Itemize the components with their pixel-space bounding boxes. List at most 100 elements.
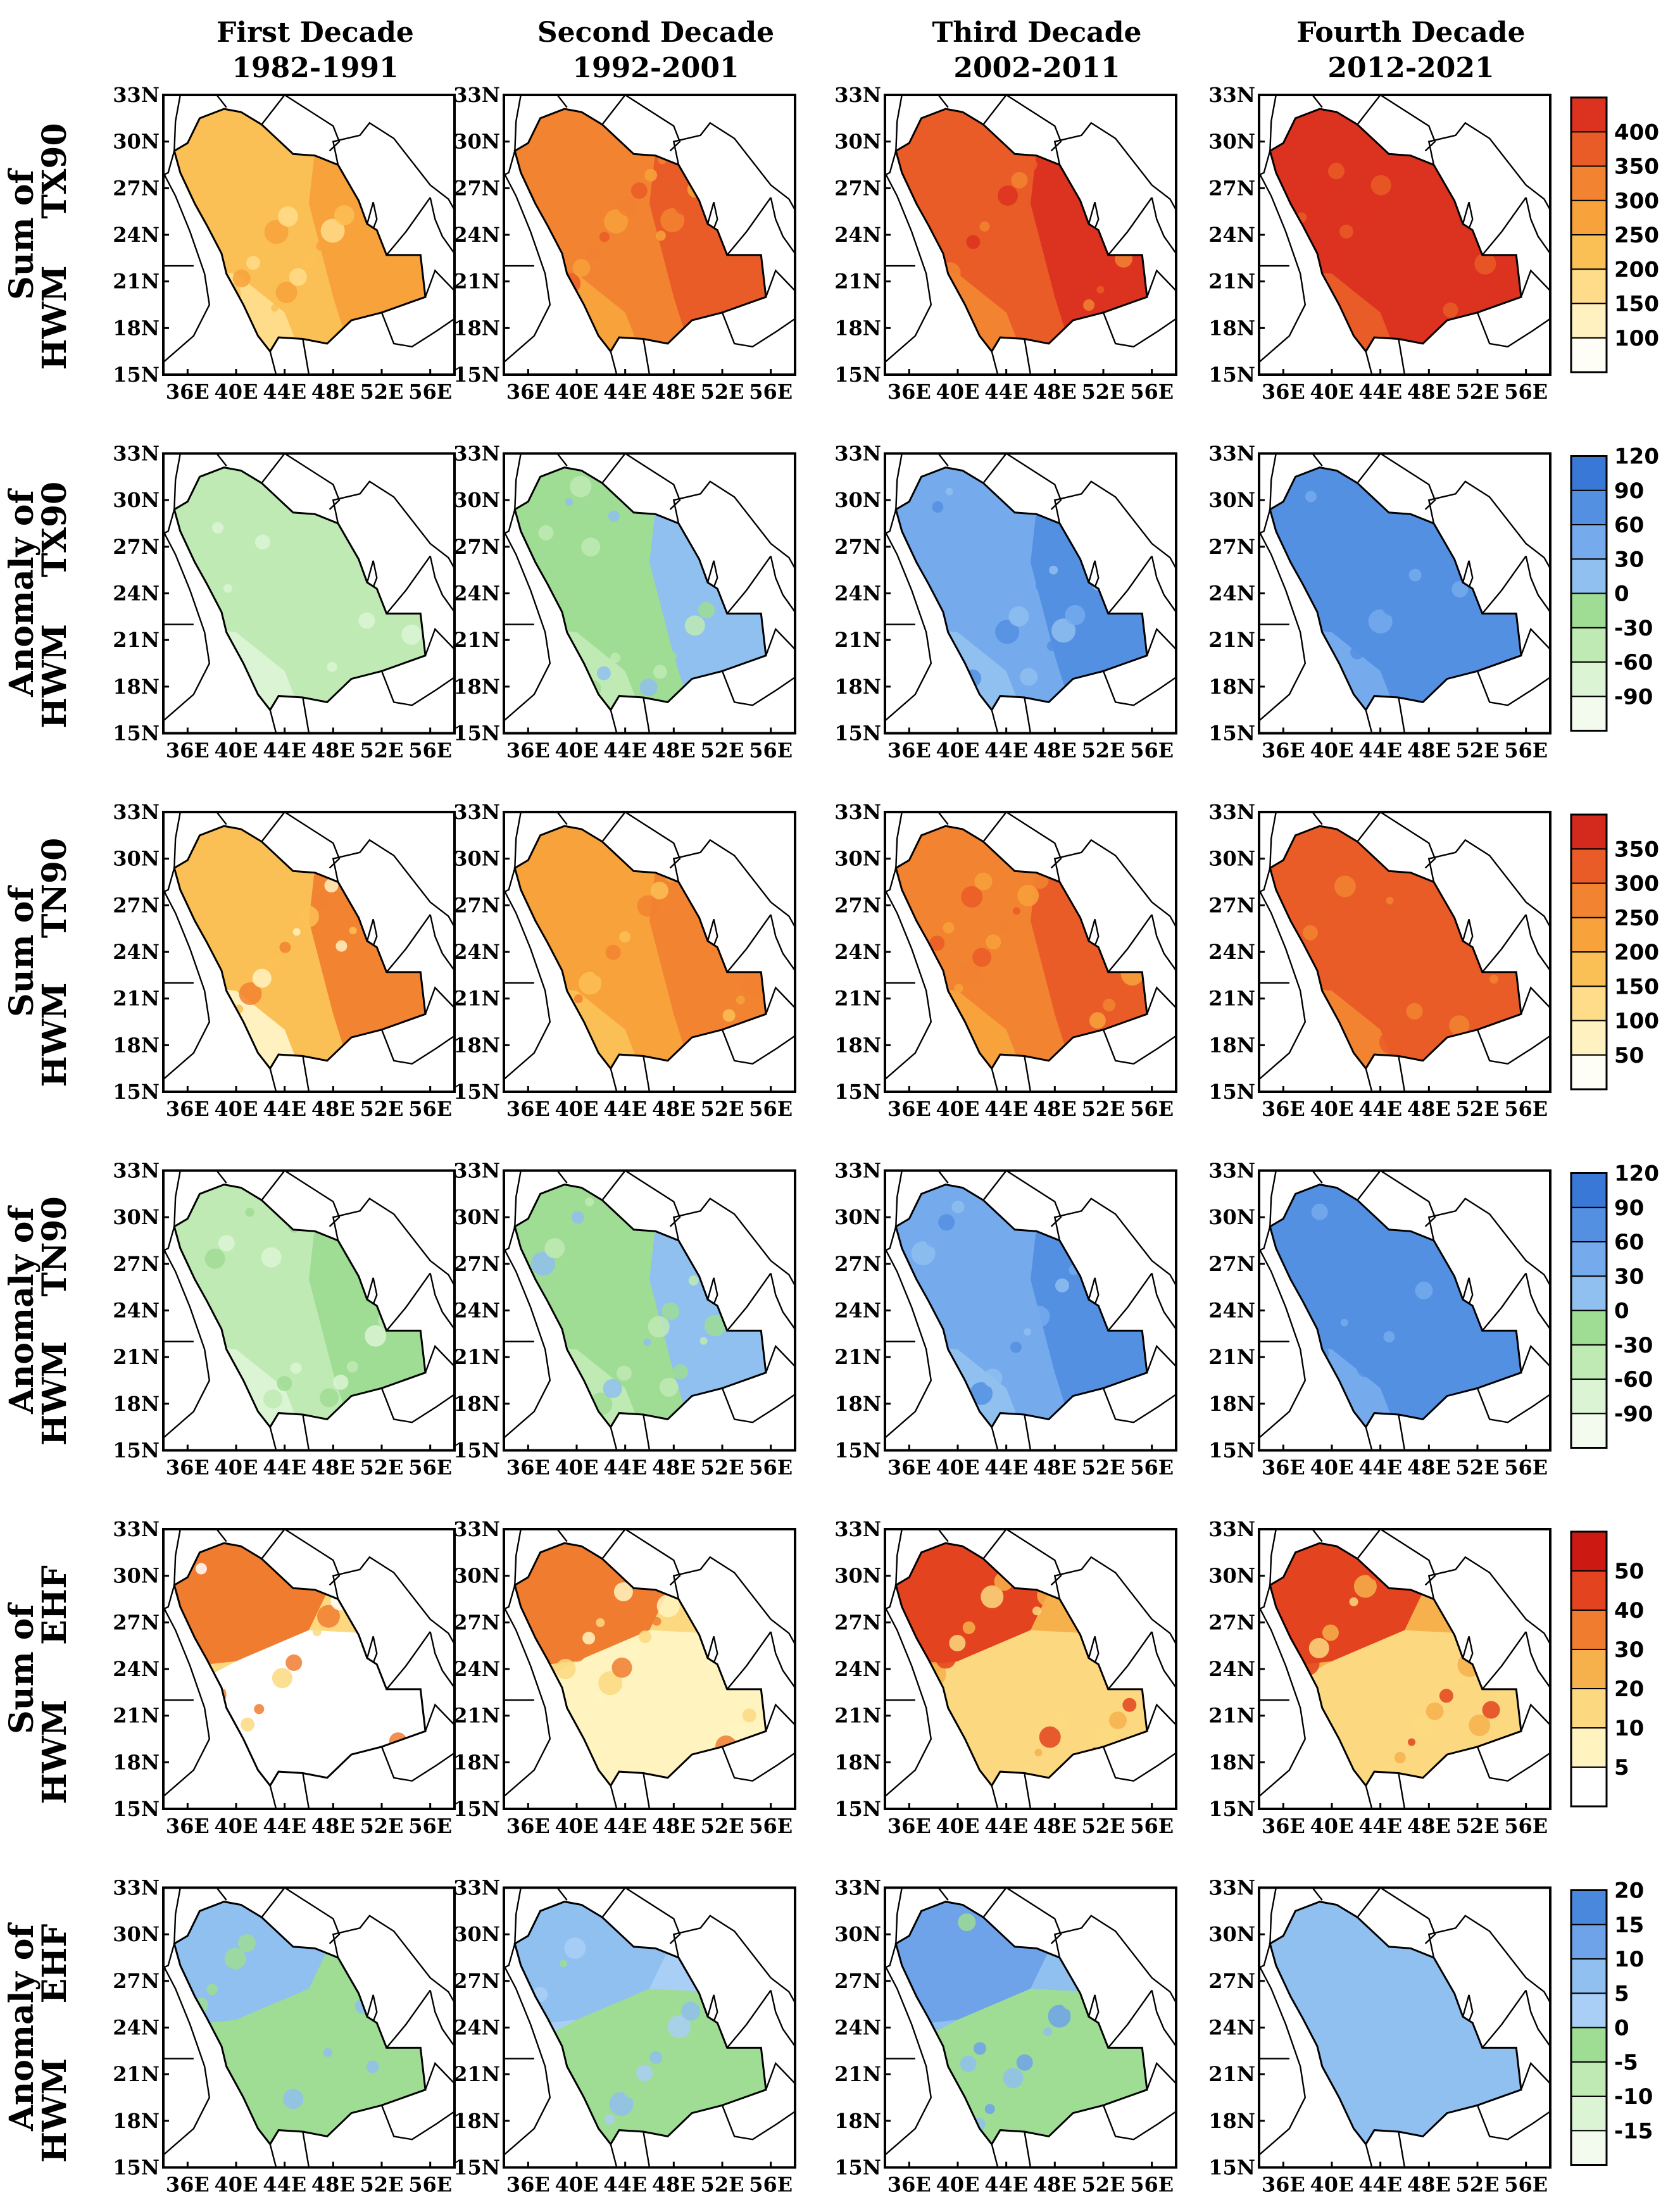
lon-tick-label: 44E	[263, 739, 306, 763]
field-patch	[577, 1923, 596, 1942]
lat-tick-label: 30N	[1208, 488, 1255, 512]
map-panel-r5-c4: 33N 30N 27N 24N 21N 18N 15N 36E 40E 44E 48E 52E 56E	[1208, 1517, 1551, 1838]
field-patch	[632, 917, 641, 925]
field-patch	[195, 1563, 207, 1575]
coast-line	[721, 1029, 795, 1065]
colorbar-segment	[1570, 1054, 1607, 1090]
lon-tick-label: 44E	[984, 1456, 1028, 1480]
field-patch	[551, 511, 563, 523]
coast-line	[380, 670, 454, 706]
field-patch	[1314, 176, 1335, 197]
coast-line	[366, 1994, 378, 2022]
saudi-border	[173, 1542, 427, 1787]
column-title: First Decade	[216, 16, 414, 49]
coast-line	[706, 1994, 718, 2022]
lon-tick-label: 36E	[506, 1814, 550, 1838]
coast-line	[424, 269, 454, 297]
row-label-hwm: HWM	[35, 265, 74, 370]
lat-tick-label: 33N	[113, 1159, 160, 1183]
lon-tick-label: 52E	[1082, 1097, 1125, 1121]
lon-tick-label: 52E	[360, 380, 404, 404]
field-patch	[1346, 2032, 1360, 2044]
coast-line	[1357, 812, 1436, 869]
coastlines	[1259, 812, 1550, 1092]
field-patch	[585, 1197, 594, 1206]
lat-tick-label: 18N	[113, 1750, 160, 1774]
coast-line	[601, 95, 681, 152]
saudi-border	[894, 108, 1148, 353]
lat-tick-label: 30N	[834, 1564, 881, 1588]
coast-line	[1146, 627, 1176, 656]
field-patch	[1365, 1996, 1388, 2019]
lat-tick-label: 15N	[834, 1439, 881, 1463]
coast-line	[1259, 1943, 1271, 1969]
colorbar-tick-label: 30	[1614, 547, 1644, 572]
lat-tick-label: 33N	[834, 800, 881, 824]
coast-line	[261, 1170, 341, 1227]
coast-line	[885, 1943, 897, 1969]
coast-line	[1107, 1631, 1153, 1690]
colorbar-segment	[1570, 1020, 1607, 1056]
coastlines	[1259, 95, 1550, 375]
field-patch	[303, 254, 317, 269]
lat-tick-label: 27N	[1208, 893, 1255, 917]
lon-tick-label: 40E	[936, 2173, 980, 2197]
colorbar-tick-label: 20	[1614, 1677, 1644, 1702]
column-years: 1992-2001	[572, 52, 739, 84]
lon-tick-label: 56E	[408, 2173, 452, 2197]
lat-tick-label: 33N	[1208, 1876, 1255, 1900]
lon-tick-label: 36E	[1262, 739, 1305, 763]
field-patch	[599, 232, 610, 242]
saudi-border	[513, 466, 767, 712]
colorbar-tick-label: -90	[1614, 1401, 1653, 1427]
row-label-index: EHF	[35, 1924, 74, 2004]
coast-line	[269, 1068, 277, 1092]
lat-tick-label: 21N	[113, 987, 160, 1011]
coast-line	[906, 1529, 949, 1542]
field-patch	[1415, 1281, 1433, 1299]
field-patch	[598, 1671, 623, 1696]
coast-line	[185, 812, 227, 825]
field-patch	[299, 1641, 312, 1654]
field-patch	[943, 922, 955, 934]
saudi-border	[1269, 108, 1522, 353]
colorbar-segment	[1570, 131, 1607, 167]
lat-tick-label: 24N	[834, 2016, 881, 2040]
field-patch	[961, 886, 983, 908]
colorbar-segment	[1570, 696, 1607, 732]
coast-line	[895, 1170, 903, 1227]
field-patch	[341, 2012, 361, 2032]
coast-line	[1476, 1746, 1550, 1782]
field-patch	[608, 510, 620, 522]
lon-tick-label: 52E	[360, 739, 404, 763]
colorbar-segment	[1570, 951, 1607, 987]
coast-line	[1102, 670, 1176, 706]
lon-tick-label: 56E	[1504, 739, 1548, 763]
lon-tick-label: 44E	[984, 739, 1028, 763]
coast-line	[269, 1785, 277, 1809]
coast-line	[1151, 1273, 1176, 1330]
coast-line	[721, 2104, 795, 2141]
colorbar-tick-label: 350	[1614, 837, 1659, 862]
colorbar-4: -90 -60 -30 0 30 60 90 120	[1570, 1161, 1659, 1449]
saudi-border	[1269, 1542, 1522, 1787]
lon-tick-label: 44E	[1358, 1456, 1402, 1480]
colorbar-tick-label: 200	[1614, 940, 1659, 965]
field-patch	[644, 168, 658, 182]
field-patch	[1449, 1015, 1470, 1036]
row-label-index: TX90	[35, 482, 74, 577]
field-patch	[218, 1235, 235, 1252]
lat-tick-label: 24N	[1208, 1299, 1255, 1323]
field-patch	[241, 547, 261, 567]
lat-tick-label: 15N	[1208, 1797, 1255, 1821]
field-patch	[232, 1221, 245, 1234]
field-patch	[987, 2029, 996, 2038]
coast-line	[672, 839, 795, 928]
coast-line	[1053, 480, 1176, 569]
lat-tick-label: 27N	[113, 893, 160, 917]
coast-line	[504, 151, 516, 176]
coast-line	[332, 1197, 454, 1286]
coast-line	[1357, 1170, 1436, 1227]
